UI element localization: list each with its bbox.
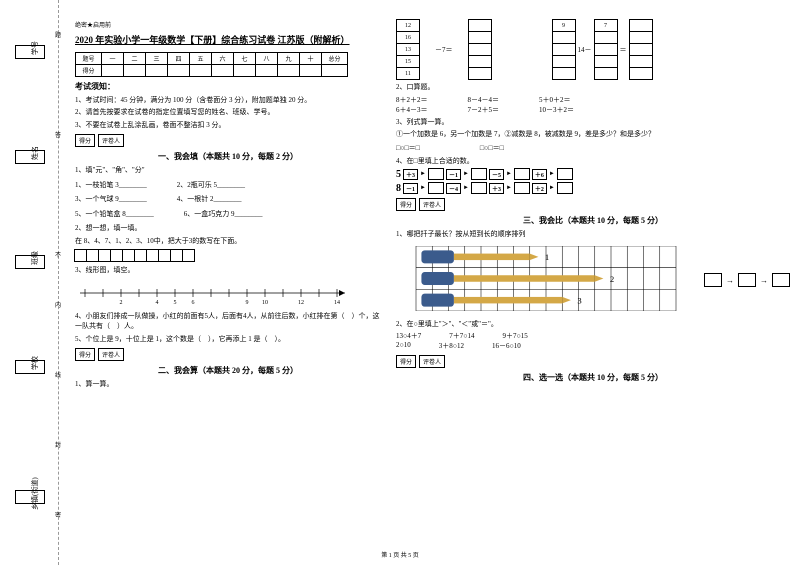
svg-text:10: 10 xyxy=(262,300,268,306)
section-4-title: 四、选一选（本题共 10 分，每题 5 分） xyxy=(396,372,790,384)
svg-text:2: 2 xyxy=(610,273,614,283)
grader-box: 评卷人 xyxy=(98,134,124,147)
margin-box xyxy=(15,255,45,269)
q: 2、在○里填上"＞"、"＜"或"＝"。 xyxy=(396,319,790,330)
q: 2、口算题。 xyxy=(396,82,790,93)
q: 4、小朋友们排成一队做操，小红的前面有5人，后面有4人，从前往后数，小红排在第（… xyxy=(75,311,381,332)
notice: 1、考试时间：45 分钟，满分为 100 分（含卷面分 3 分），附加题单独 2… xyxy=(75,95,381,106)
right-column: 1216131511 －7＝ 9 14－ 7 ＝ 2、口算题。 8＋2＋2＝8－… xyxy=(396,20,790,392)
q: 1、算一算。 xyxy=(75,379,381,390)
section-3-title: 三、我会比（本题共 10 分，每题 5 分） xyxy=(396,215,790,227)
svg-text:4: 4 xyxy=(156,300,159,306)
margin-box xyxy=(15,150,45,164)
notice-title: 考试须知： xyxy=(75,81,381,93)
answer-grid xyxy=(75,249,381,262)
q: 2、想一想，填一填。 xyxy=(75,223,381,234)
score-box: 得分 xyxy=(75,134,95,147)
svg-text:9: 9 xyxy=(246,300,249,306)
svg-text:14: 14 xyxy=(334,300,340,306)
subtraction-boxes: 1216131511 －7＝ 9 14－ 7 ＝ xyxy=(396,20,790,80)
score-table: 题号一二三四五六七八九十总分 得分 xyxy=(75,52,348,77)
number-line: 2 4 5 6 9 10 12 14 xyxy=(75,281,381,306)
page-footer: 第 1 页 共 5 页 xyxy=(0,550,800,559)
q: 1、填"元"、"角"、"分" xyxy=(75,165,381,176)
margin-box xyxy=(15,45,45,59)
section-2-title: 二、我会算（本题共 20 分，每题 5 分） xyxy=(75,365,381,377)
q: 5、个位上是 9，十位上是 1，这个数是（ ），它再添上 1 是（ ）。 xyxy=(75,334,381,345)
q: 4、在□里填上合适的数。 xyxy=(396,156,790,167)
q: ①一个加数是 6，另一个加数是 7，②减数是 8，被减数是 9，差是多少？和是多… xyxy=(396,129,790,140)
number-chain: 8－1►－4►＋3►＋2► xyxy=(396,182,790,194)
section-1-title: 一、我会填（本题共 10 分，每题 2 分） xyxy=(75,151,381,163)
exam-title: 2020 年实验小学一年级数学【下册】综合练习试卷 江苏版（附解析） xyxy=(75,34,381,48)
q: 在 8、4、7、1、2、3、10中，把大于3的数写在下面。 xyxy=(75,236,381,247)
q: 3、线形图，填空。 xyxy=(75,265,381,276)
left-column: 绝密★启用前 2020 年实验小学一年级数学【下册】综合练习试卷 江苏版（附解析… xyxy=(75,20,381,392)
number-chain: 5＋3►－1►－5►＋6► xyxy=(396,168,790,180)
margin-box xyxy=(15,360,45,374)
screwdriver-chart: 1 2 3 xyxy=(396,246,696,313)
svg-text:1: 1 xyxy=(545,252,549,262)
svg-text:12: 12 xyxy=(298,300,304,306)
svg-text:2: 2 xyxy=(120,300,123,306)
q: 1、哪把扦子最长？按从短到长的顺序排列 xyxy=(396,229,790,240)
notice: 2、请首先按要求在试卷的指定位置填写您的姓名、班级、学号。 xyxy=(75,107,381,118)
notice: 3、不要在试卷上乱涂乱画，卷面不整洁扣 3 分。 xyxy=(75,120,381,131)
svg-text:5: 5 xyxy=(174,300,177,306)
secret-label: 绝密★启用前 xyxy=(75,22,381,31)
margin-box xyxy=(15,490,45,504)
svg-text:3: 3 xyxy=(577,295,581,305)
svg-text:6: 6 xyxy=(192,300,195,306)
rank-boxes: → → xyxy=(704,273,790,287)
q: 3、列式算一算。 xyxy=(396,117,790,128)
